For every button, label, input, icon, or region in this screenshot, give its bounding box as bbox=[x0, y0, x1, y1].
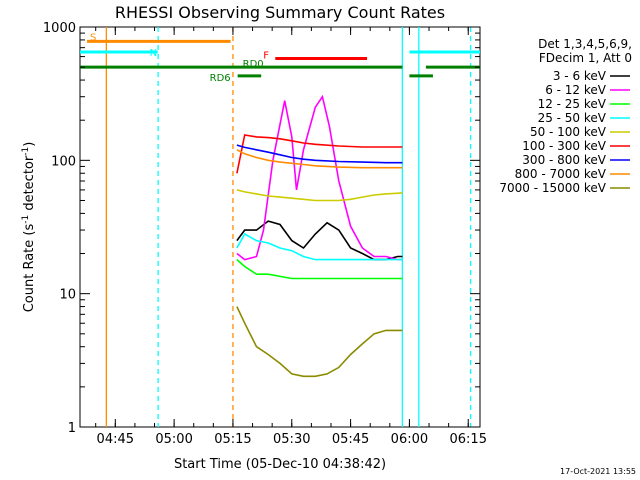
x-tick-label-2: 05:15 bbox=[214, 432, 251, 447]
y-tick-label-3: 1000 bbox=[43, 21, 76, 36]
footer-timestamp: 17-Oct-2021 13:55 bbox=[560, 467, 636, 476]
legend-label-6: 300 - 800 keV bbox=[522, 153, 606, 167]
series-line-2 bbox=[236, 259, 403, 280]
y-tick-label-2: 100 bbox=[51, 154, 76, 169]
y-tick-label-0: 1 bbox=[68, 421, 76, 436]
series-line-6 bbox=[236, 144, 403, 164]
x-tick-label-6: 06:15 bbox=[450, 432, 487, 447]
y-tick-label-1: 10 bbox=[59, 288, 76, 303]
x-tick-label-5: 06:00 bbox=[391, 432, 428, 447]
series-line-8 bbox=[236, 306, 403, 378]
x-axis-label: Start Time (05-Dec-10 04:38:42) bbox=[174, 457, 386, 472]
flag-label-S: S bbox=[90, 32, 96, 43]
y-axis-label: Count Rate (s-1 detector-1) bbox=[21, 142, 37, 313]
legend-label-0: 3 - 6 keV bbox=[553, 69, 607, 83]
y-axis-label-main: Count Rate (s bbox=[22, 224, 37, 313]
legend-header-line1: Det 1,3,4,5,6,9, bbox=[538, 37, 632, 51]
series-line-3 bbox=[236, 232, 403, 261]
series-line-5 bbox=[236, 134, 403, 174]
flag-label-F: F bbox=[263, 51, 269, 62]
series-line-4 bbox=[236, 189, 403, 202]
y-axis-label-sup2: -1 bbox=[21, 147, 31, 156]
flag-label-N: N bbox=[150, 48, 157, 59]
legend-label-4: 50 - 100 keV bbox=[530, 125, 607, 139]
legend: Det 1,3,4,5,6,9, FDecim 1, Att 0 3 - 6 k… bbox=[499, 37, 632, 195]
chart-title: RHESSI Observing Summary Count Rates bbox=[115, 3, 445, 22]
series-lines bbox=[236, 94, 403, 378]
x-tick-label-3: 05:30 bbox=[273, 432, 310, 447]
legend-label-7: 800 - 7000 keV bbox=[515, 167, 607, 181]
series-line-1 bbox=[236, 94, 403, 261]
y-axis-label-end: ) bbox=[22, 142, 37, 147]
axes: 04:45 05:00 05:15 05:30 05:45 06:00 06:15 1 10 10… bbox=[43, 21, 487, 447]
y-axis-label-sup1: -1 bbox=[21, 215, 31, 224]
plot-frame bbox=[79, 26, 481, 428]
x-tick-label-1: 05:00 bbox=[155, 432, 192, 447]
legend-header-line2: FDecim 1, Att 0 bbox=[539, 51, 632, 65]
series-line-7 bbox=[236, 149, 403, 169]
x-tick-label-4: 05:45 bbox=[332, 432, 369, 447]
legend-label-1: 6 - 12 keV bbox=[545, 83, 607, 97]
flag-label-RD0: RD0 bbox=[243, 59, 264, 70]
y-axis-label-mid: detector bbox=[22, 155, 37, 215]
legend-label-3: 25 - 50 keV bbox=[538, 111, 607, 125]
vertical-markers bbox=[105, 27, 472, 427]
legend-label-5: 100 - 300 keV bbox=[522, 139, 606, 153]
flag-label-RD6: RD6 bbox=[210, 73, 231, 84]
x-tick-label-0: 04:45 bbox=[97, 432, 134, 447]
legend-label-2: 12 - 25 keV bbox=[538, 97, 607, 111]
legend-label-8: 7000 - 15000 keV bbox=[499, 181, 606, 195]
